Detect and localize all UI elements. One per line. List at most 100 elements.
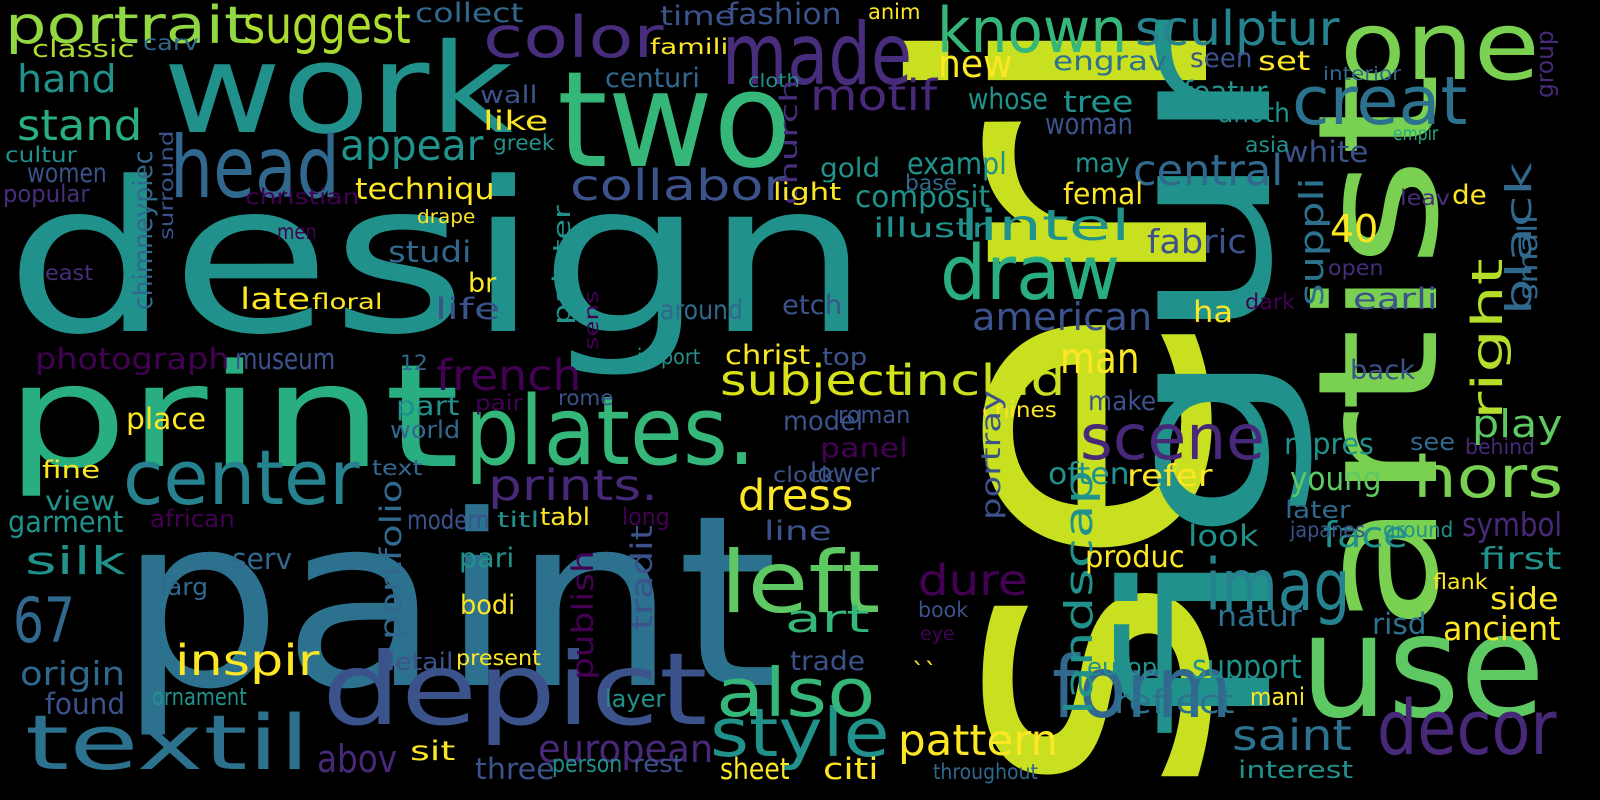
word-import: import [637,345,701,369]
word-east: east [45,261,93,285]
word-make: make [1088,386,1157,417]
word-style: style [710,694,890,772]
word-look: look [1188,519,1259,553]
word-light: light [773,178,842,206]
word-design: design [5,138,871,381]
word-support: support [1192,647,1302,686]
word-base: base [905,171,958,195]
word-head: head [170,118,340,218]
word-tradit: tradit [625,525,659,630]
word-set: set [1258,46,1311,77]
word-refer: refer [1127,459,1213,494]
word-known: known [937,0,1128,67]
word-interest: interest [1238,756,1354,784]
word-fabric: fabric [1147,222,1247,261]
word-top: top [822,343,868,371]
word-portrait: portrait [5,0,250,56]
word-publish: publish [566,550,600,680]
word-interior: interior [1323,63,1401,85]
word-central: central [1133,146,1284,196]
word-67: 67 [13,584,75,657]
word-life: life [435,292,501,326]
word-gold: gold [820,153,881,184]
word-around: around [660,295,743,326]
word-view: view [45,486,116,517]
word-featur: featur [1183,75,1268,109]
word-painter: painter [548,205,576,325]
word-techniqu: techniqu [355,172,495,206]
word-lintel: lintel [960,201,1131,251]
word-cloth: cloth [748,70,800,92]
word-sheet: sheet [720,752,790,786]
word-europ: europ [1087,653,1158,681]
word-de: de [1452,180,1487,211]
word-women: women [27,158,107,189]
word-tree: tree [1063,85,1134,119]
word-japanes: japanes [1290,518,1366,542]
word-plates: plates. [465,377,756,487]
word-woman: woman [1045,107,1133,141]
word-person: person [552,750,623,778]
word-repres: repres [1284,427,1374,461]
word-draw: draw [940,228,1121,317]
word-appear: appear [340,121,484,171]
word-prints: prints. [488,461,659,511]
word-art: art [785,597,870,641]
word-museum: museum [235,342,336,376]
word-mani: mani [1250,683,1305,711]
word-world: world [390,416,461,444]
word-asia: asia [1245,133,1290,157]
word-femal: femal [1063,177,1144,211]
word-long: long [622,503,670,531]
word-later: later [1285,496,1351,524]
word-decor: decor [1377,683,1557,772]
word-greek: greek [493,131,555,155]
word-etch: etch [782,290,843,321]
word-late: late [240,282,311,316]
word-young: young [1290,459,1382,498]
word-fashion: fashion [727,0,842,31]
word-carv: carv [143,31,199,55]
word-quotes: `` [912,658,938,686]
word-cultur: cultur [5,143,77,167]
word-garment: garment [8,505,124,539]
word-flank: flank [1433,570,1488,594]
word-rest: rest [633,750,684,778]
word-textil: textil [25,698,311,787]
word-hand: hand [17,57,117,101]
word-bodi: bodi [460,590,516,621]
word-chines: chines [982,398,1057,422]
word-sit: sit [410,736,456,767]
word-silk: silk [25,539,126,583]
word-produc: produc [1085,540,1185,575]
word-christian: christian [245,185,360,209]
word-ha: ha [1193,295,1234,329]
word-african: african [150,505,235,533]
word-br: br [468,268,497,299]
word-collabor: collabor [570,161,786,211]
word-lower: lower [810,458,880,489]
word-seen: seen [1190,43,1253,74]
word-christ: christ [725,340,811,371]
word-text: text [372,456,423,480]
word-man: man [1060,334,1140,384]
word-place: place [126,402,207,436]
word-serv: serv [232,542,293,576]
word-suggest: suggest [243,0,411,56]
word-time: time [660,1,736,32]
word-ornament: ornament [152,683,247,711]
word-like: like [483,106,549,137]
word-classic: classic [32,35,135,63]
word-popular: popular [3,180,90,208]
word-whose: whose [968,82,1048,116]
word-symbol: symbol [1462,505,1563,544]
word-suppli: suppli [1292,177,1331,306]
word-hors: hors [1413,445,1564,511]
word-white: white [1283,135,1369,169]
word-layer: layer [605,685,666,713]
word-tabl: tabl [540,503,591,531]
word-back: back [1350,355,1416,386]
word-pari: pari [459,543,515,574]
word-stand: stand [17,101,143,151]
